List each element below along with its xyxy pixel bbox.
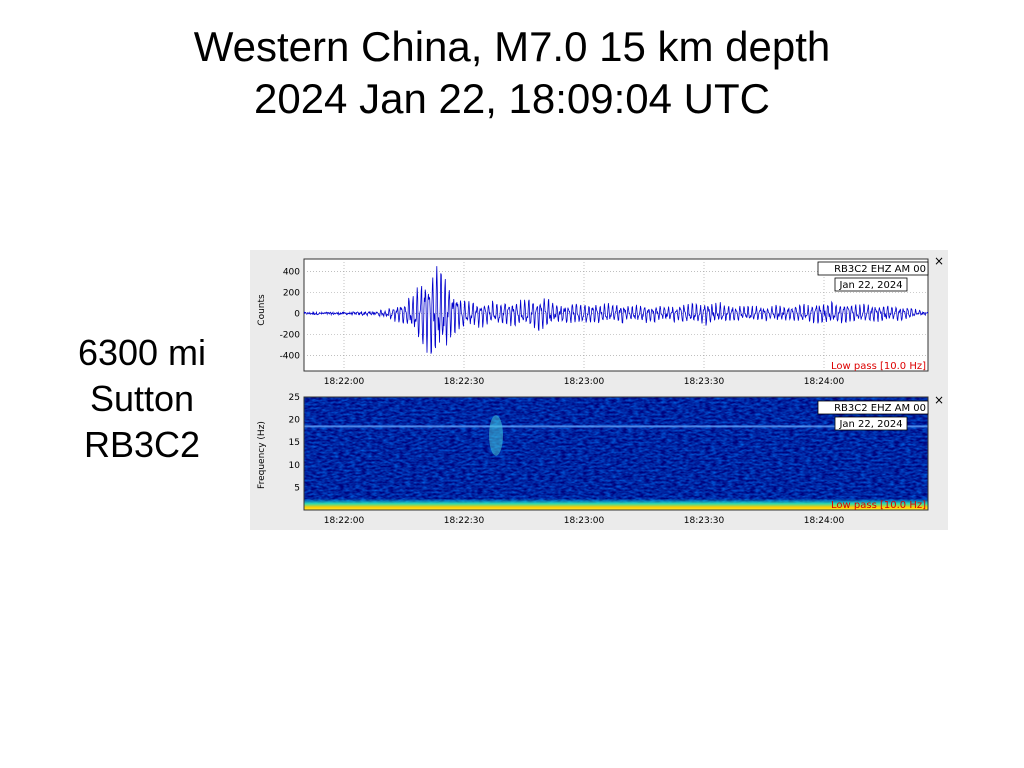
waveform-x-tick-label: 18:23:00 [564,377,605,387]
waveform-y-ticks: 400 200 0 -200 -400 [280,268,301,362]
close-icon[interactable]: × [934,254,944,268]
station-distance: 6300 mi [77,332,207,373]
spectrogram-x-tick-label: 18:22:30 [444,516,485,526]
waveform-y-tick-label: -400 [280,351,301,361]
spectrogram-x-tick-label: 18:22:00 [324,516,365,526]
station-location: Sutton [89,378,195,419]
waveform-filter-label: Low pass [10.0 Hz] [831,361,926,372]
spectrogram-y-tick-label: 10 [289,461,301,471]
spectrogram-heatmap [304,397,928,510]
spectrogram-y-ticks: 25 20 15 10 5 [289,393,301,493]
spectrogram-line-feature [304,425,928,428]
waveform-trace [304,266,928,354]
spectrogram-burst-feature [489,415,503,456]
spectrogram-x-tick-label: 18:23:30 [684,516,725,526]
spectrogram-date-label: Jan 22, 2024 [838,419,902,430]
spectrogram-y-tick-label: 15 [289,438,300,448]
waveform-y-tick-label: -200 [280,330,301,340]
figure-title-line-1: Western China, M7.0 15 km depth [193,23,831,70]
spectrogram-y-tick-label: 20 [289,416,301,426]
waveform-y-tick-label: 400 [283,268,300,278]
waveform-channel-label: RB3C2 EHZ AM 00 [834,264,926,275]
waveform-plot-area [303,258,929,372]
waveform-x-tick-label: 18:23:30 [684,377,725,387]
waveform-y-tick-label: 0 [294,309,300,319]
waveform-x-tick-label: 18:24:00 [804,377,845,387]
seismogram-figure: 400 200 0 -200 -400 18:22:00 18:22:30 18:23:00… [250,250,948,530]
waveform-y-tick-label: 200 [283,288,300,298]
waveform-x-tick-label: 18:22:00 [324,377,365,387]
station-info: 6300 mi Sutton RB3C2 [36,330,248,468]
station-code: RB3C2 [83,424,201,465]
spectrogram-x-tick-label: 18:23:00 [564,516,605,526]
svg-text:×: × [934,254,944,268]
spectrogram-x-ticks: 18:22:00 18:22:30 18:23:00 18:23:30 18:24:00 [324,516,845,526]
spectrogram-filter-label: Low pass [10.0 Hz] [831,500,926,511]
spectrogram-y-label: Frequency (Hz) [257,421,267,489]
close-icon[interactable]: × [934,393,944,407]
waveform-x-ticks: 18:22:00 18:22:30 18:23:00 18:23:30 18:24:00 [324,377,845,387]
spectrogram-y-tick-label: 25 [289,393,300,403]
waveform-y-label: Counts [257,294,267,326]
waveform-legend: RB3C2 EHZ AM 00 Jan 22, 2024 Low pass [1… [817,261,929,372]
spectrogram-legend: RB3C2 EHZ AM 00 Jan 22, 2024 Low pass [1… [817,400,929,511]
seismogram-chart: 400 200 0 -200 -400 18:22:00 18:22:30 18:23:00… [257,254,944,526]
spectrogram-y-tick-label: 5 [294,483,300,493]
spectrogram-channel-label: RB3C2 EHZ AM 00 [834,403,926,414]
svg-text:×: × [934,393,944,407]
waveform-date-label: Jan 22, 2024 [838,280,902,291]
spectrogram-low-band [304,498,928,510]
figure-title-line-2: 2024 Jan 22, 18:09:04 UTC [253,75,771,122]
waveform-x-tick-label: 18:22:30 [444,377,485,387]
spectrogram-x-tick-label: 18:24:00 [804,516,845,526]
